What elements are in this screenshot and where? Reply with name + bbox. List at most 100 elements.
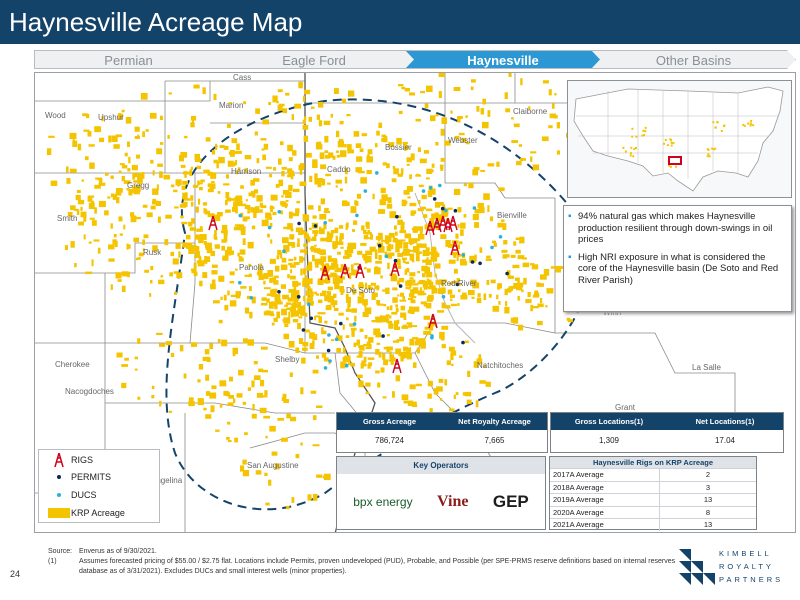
acreage-tract [232,162,236,167]
tab-other-basins[interactable]: Other Basins [591,50,796,69]
acreage-tract [334,320,337,325]
acreage-tract [182,192,188,200]
acreage-tract [219,145,225,148]
acreage-tract [256,195,263,202]
acreage-tract [238,369,244,376]
duc-marker [421,189,426,193]
acreage-tract [188,221,193,227]
tab-permian[interactable]: Permian [34,50,223,69]
acreage-tract [420,341,426,349]
acreage-tract [381,137,388,142]
acreage-tract [450,298,453,301]
acreage-tract [324,207,329,212]
acreage-tract [94,207,97,214]
acreage-tract [320,164,327,170]
acreage-tract [295,208,300,214]
acreage-tract [389,305,393,311]
acreage-tract [168,92,172,95]
permit-marker [455,282,460,287]
acreage-tract [269,258,276,264]
acreage-tract [121,285,126,292]
acreage-tract [449,346,455,352]
acreage-tract [459,283,462,286]
permit-marker [395,214,399,219]
permit-marker [297,221,301,226]
tab-haynesville[interactable]: Haynesville [405,50,601,69]
acreage-tract [451,281,459,284]
acreage-tract [298,228,304,235]
permit-marker [309,316,314,321]
acreage-tract [190,201,194,207]
acreage-tract [519,236,525,244]
acreage-tract [356,193,362,199]
place-label: Nacogdoches [65,387,114,396]
acreage-tract [483,193,490,200]
acreage-tract [242,401,247,405]
acreage-tract [395,241,401,247]
acreage-tract [87,197,93,202]
acreage-tract [152,200,158,204]
acreage-tract [466,399,472,404]
permit-marker [453,208,458,213]
acreage-tract [138,252,144,257]
acreage-tract [388,232,395,238]
acreage-tract [248,273,252,277]
acreage-tract [123,180,131,184]
acreage-tract [302,124,309,130]
acreage-tract [335,150,339,153]
acreage-tract [237,252,240,257]
acreage-tract [375,332,382,338]
place-label: Caddo [327,165,351,174]
acreage-tract [434,212,439,220]
acreage-tract [314,244,317,247]
acreage-tract [280,264,288,271]
acreage-tract [217,339,221,344]
acreage-tract [409,253,415,261]
acreage-tract [352,289,357,294]
acreage-tract [385,240,389,245]
acreage-tract [186,242,193,250]
acreage-tract [442,204,446,210]
tab-eagle-ford[interactable]: Eagle Ford [213,50,415,69]
acreage-tract [420,243,427,248]
acreage-tract [267,233,270,238]
acreage-tract [537,303,544,308]
acreage-tract [492,240,496,244]
acreage-tract [164,239,169,246]
acreage-tract [387,197,392,203]
acreage-tract [140,93,148,100]
place-label: Smith [57,214,78,223]
acreage-tract [265,212,272,219]
acreage-tract [225,192,230,199]
acreage-tract [156,332,163,335]
acreage-tract [180,164,186,168]
acreage-tract [288,311,291,318]
acreage-tract [385,287,390,295]
acreage-tract [332,259,338,264]
acreage-tract [146,212,153,218]
acreage-tract [348,362,351,366]
acreage-tract [403,347,408,352]
acreage-tract [242,217,248,222]
acreage-tract [227,290,230,296]
acreage-tract [401,221,405,226]
acreage-tract [184,135,188,139]
acreage-tract [382,315,389,323]
acreage-tract [255,209,260,213]
acreage-tract [363,234,369,240]
acreage-tract [254,131,258,136]
acreage-tract [528,106,531,110]
acreage-tract [455,233,459,239]
acreage-tract [412,279,416,284]
acreage-tract [76,209,80,215]
acreage-tract [387,346,393,351]
acreage-tract [200,179,205,183]
acreage-tract [436,252,440,258]
acreage-tract [260,346,268,350]
acreage-tract [98,182,106,186]
acreage-tract [279,252,283,259]
acreage-tract [345,335,350,338]
acreage-tract [504,92,508,99]
inset-acreage-dot [675,165,677,168]
acreage-tract [273,317,278,322]
